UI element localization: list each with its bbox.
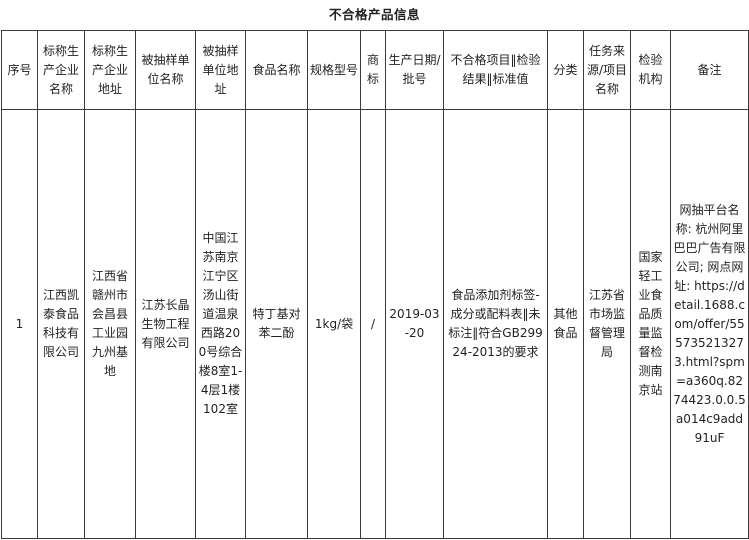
column-header-category: 分类 xyxy=(547,30,584,110)
column-header-inspection-agency: 检验机构 xyxy=(630,30,671,110)
cell-task-source: 江苏省市场监督管理局 xyxy=(583,109,631,539)
cell-index: 1 xyxy=(1,109,38,539)
column-header-producer-address: 标称生产企业地址 xyxy=(84,30,136,110)
cell-inspection-agency: 国家轻工业食品质量监督检测南京站 xyxy=(630,109,671,539)
column-header-remarks: 备注 xyxy=(670,30,749,110)
cell-producer-name: 江西凯泰食品科技有限公司 xyxy=(37,109,85,539)
column-header-task-source: 任务来源/项目名称 xyxy=(583,30,631,110)
column-header-producer-name: 标称生产企业名称 xyxy=(37,30,85,110)
cell-category: 其他食品 xyxy=(547,109,584,539)
column-header-sampled-unit-name: 被抽样单位名称 xyxy=(135,30,196,110)
cell-spec-model: 1kg/袋 xyxy=(307,109,361,539)
table-body: 1 江西凯泰食品科技有限公司 江西省赣州市会昌县工业园九州基地 江苏长晶生物工程… xyxy=(1,109,749,539)
column-header-index: 序号 xyxy=(1,30,38,110)
table-header: 序号 标称生产企业名称 标称生产企业地址 被抽样单位名称 被抽样单位地址 食品名… xyxy=(1,30,749,110)
cell-food-name: 特丁基对苯二酚 xyxy=(245,109,308,539)
table-row: 1 江西凯泰食品科技有限公司 江西省赣州市会昌县工业园九州基地 江苏长晶生物工程… xyxy=(1,109,749,539)
unqualified-products-table: 序号 标称生产企业名称 标称生产企业地址 被抽样单位名称 被抽样单位地址 食品名… xyxy=(1,30,749,539)
cell-producer-address: 江西省赣州市会昌县工业园九州基地 xyxy=(84,109,136,539)
column-header-food-name: 食品名称 xyxy=(245,30,308,110)
cell-trademark: / xyxy=(360,109,386,539)
column-header-failed-item: 不合格项目‖检验结果‖标准值 xyxy=(443,30,548,110)
column-header-spec-model: 规格型号 xyxy=(307,30,361,110)
cell-sampled-unit-address: 中国江苏南京江宁区汤山街道温泉西路200号综合楼8室1-4层1楼102室 xyxy=(195,109,246,539)
table-header-row: 序号 标称生产企业名称 标称生产企业地址 被抽样单位名称 被抽样单位地址 食品名… xyxy=(1,30,749,110)
column-header-sampled-unit-address: 被抽样单位地址 xyxy=(195,30,246,110)
cell-remarks: 网抽平台名称: 杭州阿里巴巴广告有限公司; 网点网址: https://deta… xyxy=(670,109,749,539)
cell-failed-item: 食品添加剂标签-成分或配料表‖未标注‖符合GB29924-2013的要求 xyxy=(443,109,548,539)
cell-production-date: 2019-03-20 xyxy=(385,109,444,539)
column-header-production-date: 生产日期/批号 xyxy=(385,30,444,110)
column-header-trademark: 商标 xyxy=(360,30,386,110)
page-title: 不合格产品信息 xyxy=(328,7,420,22)
cell-sampled-unit-name: 江苏长晶生物工程有限公司 xyxy=(135,109,196,539)
